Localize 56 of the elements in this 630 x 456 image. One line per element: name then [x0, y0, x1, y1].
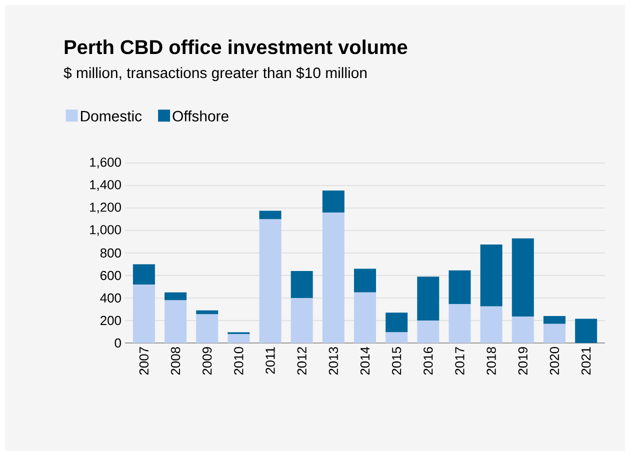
y-tick-label: 400 [100, 293, 121, 303]
bar [543, 316, 566, 324]
x-tick-label: 2018 [486, 347, 496, 375]
bar [386, 332, 408, 343]
bar [543, 324, 566, 343]
bar [575, 318, 598, 343]
x-tick-label: 2007 [139, 347, 149, 375]
bar [228, 334, 250, 343]
y-tick-label: 800 [100, 248, 121, 258]
bar [196, 314, 218, 343]
bar [417, 276, 440, 320]
y-tick-label: 1,200 [90, 202, 121, 214]
x-tick-label: 2009 [202, 347, 212, 375]
x-tick-label: 2015 [392, 347, 402, 375]
bar [259, 219, 282, 343]
y-tick-label: 200 [100, 316, 121, 326]
bar [448, 304, 471, 343]
x-tick-label: 2010 [234, 347, 244, 375]
x-tick-label: 2016 [424, 347, 433, 375]
bar [354, 292, 376, 343]
bar [259, 210, 282, 220]
legend-label: Offshore [172, 110, 228, 122]
y-tick-label: 1,400 [90, 180, 121, 191]
x-tick-label: 2013 [328, 347, 338, 375]
x-tick-label: 2014 [360, 346, 370, 375]
bar [480, 306, 502, 343]
x-tick-label: 2017 [455, 347, 464, 375]
x-tick-label: 2008 [170, 347, 180, 375]
bar [512, 316, 534, 343]
bar [290, 298, 313, 343]
bar [512, 238, 534, 317]
bar [322, 212, 344, 343]
y-tick-label: 1,600 [90, 158, 121, 168]
bar [417, 320, 440, 343]
bar [164, 300, 187, 343]
bar [354, 268, 376, 292]
y-tick-label: 600 [100, 270, 121, 280]
bar [322, 190, 344, 212]
bar [480, 244, 502, 306]
bar [448, 270, 471, 304]
bar [132, 284, 155, 343]
bar [132, 264, 155, 284]
legend-label: Domestic [81, 110, 142, 122]
y-tick-label: 1,000 [90, 225, 121, 236]
bar [290, 270, 313, 298]
x-tick-label: 2021 [581, 347, 591, 375]
x-tick-label: 2020 [550, 347, 560, 375]
bar [196, 310, 218, 314]
bar [386, 312, 408, 332]
x-tick-label: 2012 [297, 347, 306, 375]
x-tick-label: 2011 [266, 347, 275, 374]
chart-subtitle: $ million, transactions greater than $10 million [64, 66, 367, 82]
y-tick-label: 0 [114, 338, 121, 348]
chart-title: Perth CBD office investment volume [64, 40, 408, 54]
x-tick-label: 2019 [518, 347, 528, 375]
bar [164, 292, 187, 300]
